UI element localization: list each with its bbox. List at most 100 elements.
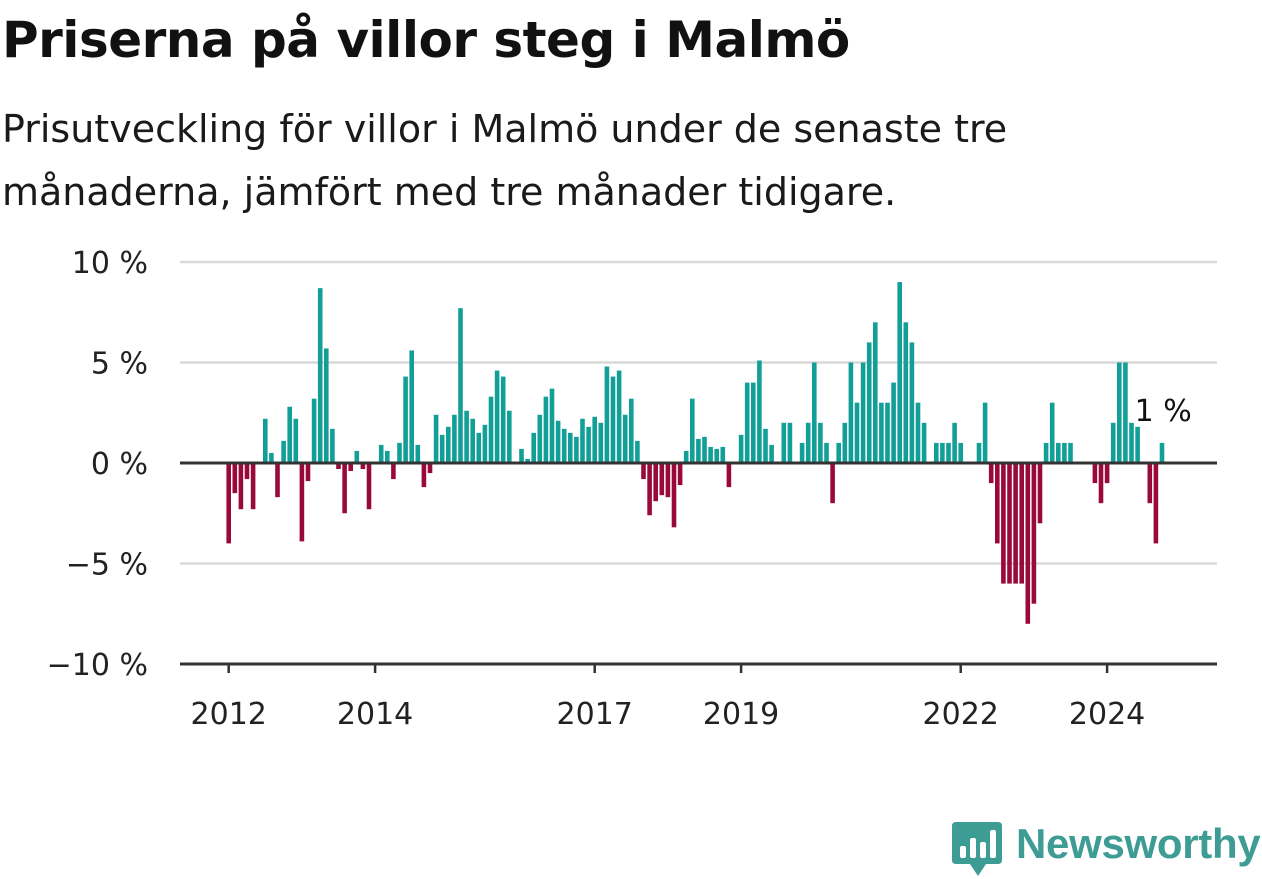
bar [348,463,353,472]
bar [1153,463,1159,544]
bar [763,428,768,463]
bar [488,396,494,463]
bar [275,463,280,498]
brand-logo: Newsworthy [950,818,1261,878]
bar [1025,463,1031,624]
bar [500,376,506,463]
bar [366,463,372,510]
bar [415,444,421,463]
newsworthy-logo-icon [952,822,1002,876]
bar [1031,463,1037,604]
bar [1159,442,1165,463]
bar [592,416,597,463]
bar [757,360,762,463]
bar [1135,426,1140,463]
bar [647,463,652,516]
bar [866,342,872,463]
bar [1056,442,1061,463]
bar [738,434,744,463]
bar [439,434,445,463]
bar [555,420,561,463]
bar [482,424,488,463]
bar [1007,463,1012,584]
bar [879,402,884,463]
bar [873,322,878,463]
bar [952,422,957,463]
chart-subtitle: Prisutveckling för villor i Malmö under … [2,107,1008,214]
gridlines [180,260,1217,565]
bar [726,463,732,488]
bar [244,463,250,480]
bar [263,418,268,463]
bar [330,428,335,463]
bar [238,463,244,510]
bar [1123,362,1128,463]
bar [494,370,500,463]
bar [1019,463,1024,584]
bar [897,282,902,463]
bar [848,362,854,463]
bar [635,440,640,463]
bar [586,426,591,463]
bar [622,414,628,463]
bar [519,448,524,463]
bar [250,463,256,510]
bar [714,448,719,463]
bar [336,463,341,470]
bar [561,428,567,463]
bar [903,322,909,463]
bar [1129,422,1134,463]
bar [909,342,915,463]
bar [549,388,555,463]
bar [464,410,469,463]
x-tick-label: 2014 [337,697,413,732]
bar [1001,463,1006,584]
bar [226,463,231,544]
bar [580,418,585,463]
bar [574,436,579,463]
bar [720,446,726,463]
bar [342,463,347,514]
x-tick-label: 2019 [703,697,779,732]
bar [751,382,756,463]
bar [677,463,683,486]
bar [397,442,402,463]
bar [787,422,793,463]
bar [525,458,530,463]
bar [354,450,360,463]
bar [659,463,665,496]
bar [891,382,896,463]
bar [391,463,396,480]
bar [702,436,707,463]
bar [403,376,408,463]
bar [946,442,951,463]
y-tick-label: −5 % [66,548,148,583]
bar [537,414,543,463]
bar [885,402,890,463]
annotation-label: 1 % [1135,394,1192,429]
bar [311,398,317,463]
bar [982,402,988,463]
bar [1013,463,1018,584]
bar [641,463,646,480]
bar [299,463,305,542]
bar [598,422,604,463]
bar [385,450,390,463]
bar [805,422,811,463]
bar [1104,463,1110,484]
bar [543,396,549,463]
bar [708,446,713,463]
bar [629,398,634,463]
bar [683,450,689,463]
bar [812,362,817,463]
bar [934,442,939,463]
bar [836,442,841,463]
bar [799,442,805,463]
bar [616,370,622,463]
bar [1147,463,1153,504]
y-tick-label: 0 % [91,447,148,482]
chart-title: Priserna på villor steg i Malmö [2,11,850,69]
x-tick-label: 2022 [923,697,999,732]
x-tick-label: 2024 [1069,697,1145,732]
